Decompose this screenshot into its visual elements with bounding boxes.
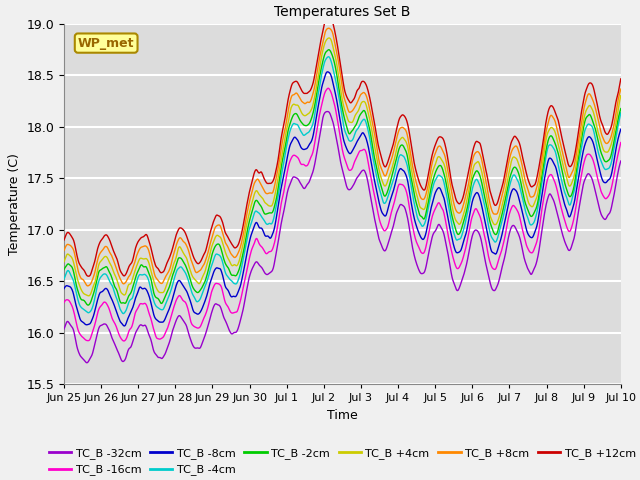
TC_B +8cm bbox=[60, 248, 68, 253]
TC_B +12cm bbox=[325, 12, 333, 18]
TC_B -4cm bbox=[324, 54, 332, 60]
TC_B -8cm bbox=[429, 196, 437, 202]
TC_B +4cm bbox=[171, 259, 179, 264]
TC_B +8cm bbox=[171, 248, 179, 254]
X-axis label: Time: Time bbox=[327, 408, 358, 421]
Line: TC_B -32cm: TC_B -32cm bbox=[64, 111, 621, 363]
TC_B +8cm bbox=[246, 194, 254, 200]
TC_B +4cm bbox=[429, 166, 437, 172]
TC_B +12cm bbox=[246, 185, 254, 191]
Line: TC_B +8cm: TC_B +8cm bbox=[64, 28, 621, 286]
TC_B -32cm bbox=[617, 158, 625, 164]
TC_B -4cm bbox=[184, 277, 192, 283]
TC_B +8cm bbox=[617, 86, 625, 92]
TC_B -32cm bbox=[171, 322, 179, 327]
TC_B +4cm bbox=[246, 205, 254, 211]
Title: Temperatures Set B: Temperatures Set B bbox=[274, 5, 411, 19]
TC_B -8cm bbox=[552, 164, 559, 169]
TC_B -32cm bbox=[552, 204, 559, 209]
TC_B -16cm bbox=[617, 140, 625, 145]
TC_B -4cm bbox=[60, 276, 68, 282]
TC_B -2cm bbox=[171, 267, 179, 273]
TC_B -16cm bbox=[60, 300, 68, 305]
TC_B -4cm bbox=[120, 311, 127, 316]
TC_B -16cm bbox=[246, 251, 254, 257]
TC_B -32cm bbox=[246, 270, 254, 276]
TC_B +12cm bbox=[60, 237, 68, 243]
TC_B -8cm bbox=[617, 126, 625, 132]
TC_B -8cm bbox=[171, 288, 179, 294]
TC_B +12cm bbox=[502, 163, 510, 169]
TC_B -8cm bbox=[184, 292, 192, 298]
TC_B -32cm bbox=[429, 230, 437, 236]
Line: TC_B -4cm: TC_B -4cm bbox=[64, 57, 621, 313]
Legend: TC_B -32cm, TC_B -16cm, TC_B -8cm, TC_B -4cm, TC_B -2cm, TC_B +4cm, TC_B +8cm, T: TC_B -32cm, TC_B -16cm, TC_B -8cm, TC_B … bbox=[44, 444, 640, 480]
TC_B -32cm bbox=[60, 326, 68, 332]
TC_B -2cm bbox=[84, 302, 92, 308]
Line: TC_B +12cm: TC_B +12cm bbox=[64, 15, 621, 276]
Line: TC_B -16cm: TC_B -16cm bbox=[64, 88, 621, 341]
TC_B -16cm bbox=[171, 302, 179, 308]
TC_B -4cm bbox=[171, 275, 179, 280]
Line: TC_B +4cm: TC_B +4cm bbox=[64, 38, 621, 296]
TC_B -16cm bbox=[324, 85, 332, 91]
TC_B -16cm bbox=[552, 181, 559, 187]
TC_B -16cm bbox=[184, 307, 192, 313]
TC_B +12cm bbox=[171, 238, 179, 243]
TC_B -8cm bbox=[246, 234, 254, 240]
TC_B +4cm bbox=[60, 259, 68, 264]
TC_B +8cm bbox=[184, 247, 192, 252]
TC_B -4cm bbox=[552, 149, 559, 155]
TC_B -2cm bbox=[552, 142, 559, 147]
TC_B -8cm bbox=[60, 286, 68, 291]
TC_B -2cm bbox=[617, 106, 625, 111]
TC_B +4cm bbox=[552, 130, 559, 136]
TC_B -4cm bbox=[429, 182, 437, 188]
TC_B +8cm bbox=[552, 120, 559, 125]
TC_B -32cm bbox=[83, 360, 91, 366]
TC_B +12cm bbox=[552, 110, 559, 116]
TC_B -2cm bbox=[502, 192, 510, 197]
Line: TC_B -8cm: TC_B -8cm bbox=[64, 72, 621, 326]
TC_B +12cm bbox=[429, 147, 437, 153]
TC_B -8cm bbox=[502, 212, 510, 217]
TC_B +8cm bbox=[429, 155, 437, 161]
TC_B -2cm bbox=[429, 175, 437, 181]
TC_B -4cm bbox=[502, 200, 510, 205]
TC_B -2cm bbox=[246, 214, 254, 220]
TC_B +12cm bbox=[84, 273, 92, 279]
TC_B -2cm bbox=[325, 47, 333, 52]
TC_B -2cm bbox=[184, 270, 192, 276]
TC_B +12cm bbox=[617, 76, 625, 82]
TC_B -16cm bbox=[120, 338, 128, 344]
TC_B -8cm bbox=[324, 69, 332, 75]
TC_B -4cm bbox=[617, 110, 625, 116]
TC_B +4cm bbox=[184, 261, 192, 266]
TC_B +8cm bbox=[325, 25, 333, 31]
TC_B +4cm bbox=[85, 293, 93, 299]
Y-axis label: Temperature (C): Temperature (C) bbox=[8, 153, 21, 255]
Text: WP_met: WP_met bbox=[78, 36, 134, 49]
TC_B -4cm bbox=[246, 223, 254, 228]
TC_B -32cm bbox=[324, 108, 332, 114]
TC_B -32cm bbox=[184, 329, 192, 335]
TC_B -16cm bbox=[502, 227, 510, 232]
Line: TC_B -2cm: TC_B -2cm bbox=[64, 49, 621, 305]
TC_B +12cm bbox=[184, 238, 192, 243]
TC_B +4cm bbox=[325, 35, 333, 41]
TC_B -32cm bbox=[502, 246, 510, 252]
TC_B +4cm bbox=[617, 93, 625, 98]
TC_B +8cm bbox=[84, 283, 92, 289]
TC_B -2cm bbox=[60, 266, 68, 272]
TC_B +4cm bbox=[502, 184, 510, 190]
TC_B -8cm bbox=[120, 323, 128, 329]
TC_B -16cm bbox=[429, 210, 437, 216]
TC_B +8cm bbox=[502, 173, 510, 179]
